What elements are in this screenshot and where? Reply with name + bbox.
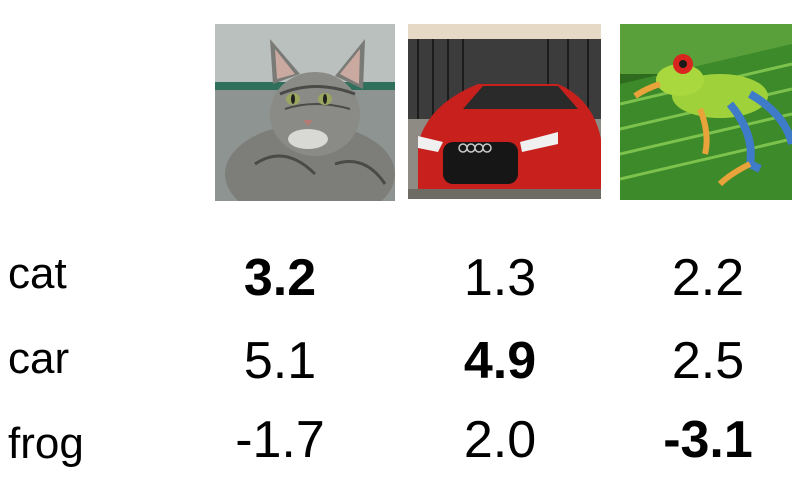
score-cat-image-car: 1.3: [415, 252, 585, 304]
row-label-car: car: [8, 337, 69, 381]
score-car-image-frog: 2.5: [623, 335, 793, 387]
row-label-frog: frog: [8, 422, 84, 466]
cat-photo: [215, 24, 395, 201]
car-photo: [408, 24, 601, 199]
score-cat-image-cat: 3.2: [195, 252, 365, 304]
score-frog-image-car: 2.0: [415, 414, 585, 466]
cat-photo-icon: [215, 24, 395, 201]
score-car-image-car: 4.9: [415, 335, 585, 387]
car-photo-icon: [408, 24, 601, 199]
frog-photo-icon: [620, 24, 792, 200]
score-cat-image-frog: 2.2: [623, 252, 793, 304]
score-frog-image-frog: -3.1: [623, 414, 793, 466]
score-frog-image-cat: -1.7: [195, 414, 365, 466]
row-label-cat: cat: [8, 252, 67, 296]
frog-photo: [620, 24, 792, 200]
score-car-image-cat: 5.1: [195, 335, 365, 387]
